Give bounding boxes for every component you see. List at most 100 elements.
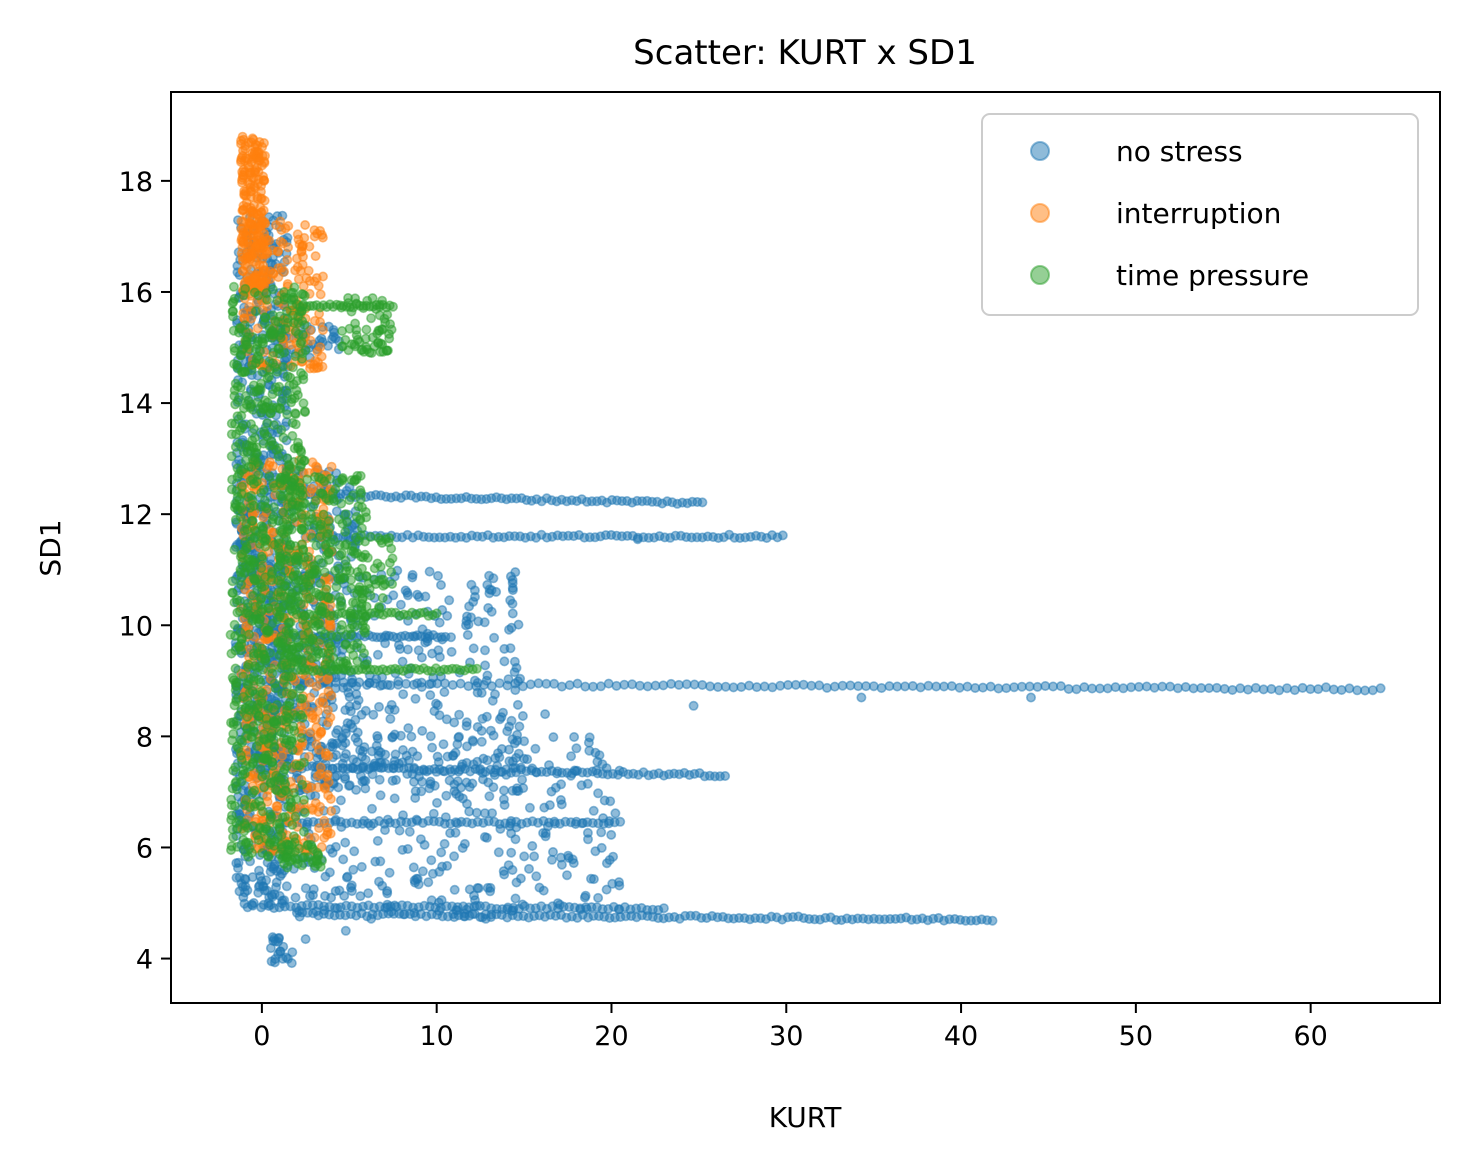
data-point [264, 356, 275, 367]
data-point [297, 539, 308, 550]
data-point [440, 631, 451, 642]
data-point [425, 690, 436, 701]
x-axis-label: KURT [769, 1101, 843, 1134]
data-point [409, 877, 420, 888]
data-point [1243, 684, 1254, 695]
data-point [272, 246, 283, 257]
data-point [479, 831, 490, 842]
data-point [364, 347, 375, 358]
data-point [413, 645, 424, 656]
data-point [228, 765, 239, 776]
data-point [367, 746, 378, 757]
data-point [468, 643, 479, 654]
data-point [341, 872, 352, 883]
data-point [540, 709, 551, 720]
data-point [387, 578, 398, 589]
data-point [248, 500, 259, 511]
data-point [336, 498, 347, 509]
data-point [449, 884, 460, 895]
data-point [245, 168, 256, 179]
data-point [856, 692, 867, 703]
data-point [269, 678, 280, 689]
data-point [469, 591, 480, 602]
data-point [369, 678, 380, 689]
data-point [1297, 682, 1308, 693]
data-point [325, 619, 336, 630]
data-point [227, 824, 238, 835]
data-point [231, 694, 242, 705]
data-point [315, 578, 326, 589]
data-point [320, 871, 331, 882]
data-point [498, 785, 509, 796]
data-point [275, 216, 286, 227]
data-point [311, 681, 322, 692]
x-tick-label: 20 [594, 1021, 628, 1052]
data-point [277, 638, 288, 649]
data-point [246, 399, 257, 410]
data-point [987, 915, 998, 926]
data-point [1102, 683, 1113, 694]
data-point [232, 463, 243, 474]
data-point [257, 847, 268, 858]
data-point [427, 868, 438, 879]
data-point [230, 778, 241, 789]
data-point [386, 566, 397, 577]
data-point [228, 675, 239, 686]
points-layer [225, 131, 1386, 969]
data-point [302, 593, 313, 604]
data-point [230, 514, 241, 525]
data-point [225, 629, 236, 640]
data-point [226, 429, 237, 440]
data-point [280, 852, 291, 863]
data-point [419, 839, 430, 850]
x-tick-label: 10 [420, 1021, 454, 1052]
data-point [504, 756, 515, 767]
data-point [240, 339, 251, 350]
data-point [353, 535, 364, 546]
data-point [601, 884, 612, 895]
data-point [262, 431, 273, 442]
data-point [290, 892, 301, 903]
data-point [298, 289, 309, 300]
chart-title: Scatter: KURT x SD1 [633, 33, 977, 73]
data-point [247, 872, 258, 883]
data-point [318, 558, 329, 569]
data-point [340, 737, 351, 748]
data-point [340, 639, 351, 650]
data-point [276, 527, 287, 538]
data-point [402, 587, 413, 598]
data-point [255, 677, 266, 688]
data-point [299, 807, 310, 818]
data-point [306, 842, 317, 853]
data-point [1180, 681, 1191, 692]
data-point [267, 326, 278, 337]
data-point [275, 662, 286, 673]
data-point [720, 770, 731, 781]
data-point [350, 341, 361, 352]
data-point [386, 543, 397, 554]
data-point [238, 892, 249, 903]
data-point [328, 739, 339, 750]
data-point [582, 834, 593, 845]
data-point [310, 251, 321, 262]
data-point [256, 563, 267, 574]
data-point [571, 743, 582, 754]
data-point [253, 290, 264, 301]
data-point [247, 441, 258, 452]
legend-label: time pressure [1116, 259, 1309, 292]
data-point [229, 385, 240, 396]
data-point [432, 570, 443, 581]
data-point [271, 877, 282, 888]
data-point [450, 827, 461, 838]
data-point [277, 517, 288, 528]
data-point [340, 925, 351, 936]
data-point [309, 315, 320, 326]
data-point [253, 230, 264, 241]
data-point [337, 341, 348, 352]
data-point [410, 693, 421, 704]
data-point [566, 751, 577, 762]
data-point [325, 473, 336, 484]
data-point [276, 830, 287, 841]
data-point [248, 272, 259, 283]
